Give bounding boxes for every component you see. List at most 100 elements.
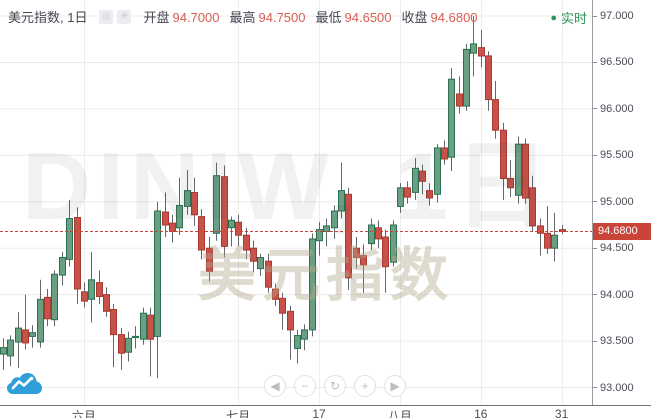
reset-view-button[interactable]: ↻ — [324, 375, 346, 397]
candle-down — [103, 294, 110, 312]
price-axis-label: 96.000 — [600, 102, 634, 115]
candle-down — [96, 282, 103, 298]
price-axis-tick — [593, 247, 597, 249]
pan-left-button[interactable]: ◀ — [264, 375, 286, 397]
candle-up — [323, 225, 330, 232]
candle-down — [250, 247, 257, 262]
price-axis-label: 95.500 — [600, 149, 634, 162]
candle-down — [441, 147, 448, 160]
candle-down — [74, 217, 81, 290]
realtime-label: 实时 — [560, 11, 587, 26]
time-axis-line[interactable] — [0, 405, 651, 406]
close-label: 收盘 — [401, 10, 428, 25]
candle-up — [412, 167, 419, 193]
candle-up — [154, 210, 161, 337]
candle-down — [426, 190, 433, 199]
price-axis-tick — [593, 387, 597, 388]
candle-up — [434, 147, 441, 195]
open-label: 开盘 — [143, 10, 170, 25]
candle-up — [257, 257, 264, 270]
candle-down — [500, 129, 507, 179]
candle-up — [184, 190, 191, 207]
candle-down — [191, 192, 198, 216]
chart-header: 美元指数, 1日 ◎ ✳ 开盘 94.7000 最高 94.7500 最低 94.65… — [8, 7, 488, 26]
pan-right-button[interactable]: ▶ — [384, 375, 406, 397]
symbol-title: 美元指数, 1日 — [8, 10, 88, 25]
zoom-in-button[interactable]: + — [354, 375, 376, 397]
candle-up — [15, 327, 22, 343]
candle-up — [132, 335, 139, 339]
candle-up — [140, 312, 147, 340]
candle-down — [529, 187, 536, 227]
time-axis-label: 七月 — [226, 409, 251, 418]
candle-down — [456, 93, 463, 107]
open-value: 94.7000 — [172, 10, 220, 25]
candle-down — [118, 334, 125, 354]
price-axis-label: 94.500 — [600, 242, 634, 255]
ohlc-readout: 开盘 94.7000 最高 94.7500 最低 94.6500 收盘 94.6800 — [143, 7, 487, 26]
candle-down — [375, 227, 382, 240]
price-axis-tick — [593, 15, 597, 17]
eye-icon[interactable]: ◎ — [99, 9, 114, 24]
candle-down — [522, 143, 529, 199]
realtime-status: ● 实时 — [550, 8, 587, 27]
candle-down — [81, 291, 88, 302]
candle-up — [397, 187, 404, 207]
cloud-chart-icon — [7, 373, 42, 394]
price-axis-tick — [593, 61, 597, 63]
candle-up — [551, 234, 558, 249]
candle-down — [162, 211, 169, 226]
time-axis-label: 17 — [312, 407, 326, 418]
candle-up — [228, 219, 235, 229]
gear-icon[interactable]: ✳ — [117, 9, 132, 24]
candle-up — [37, 298, 44, 343]
zoom-out-button[interactable]: − — [294, 375, 316, 397]
time-axis-label: 八月 — [387, 409, 412, 418]
candle-down — [360, 255, 367, 266]
candle-down — [485, 55, 492, 101]
last-price-badge: 94.6800 — [593, 223, 651, 240]
candle-down — [287, 310, 294, 331]
candle-down — [198, 216, 205, 251]
low-value: 94.6500 — [344, 10, 392, 25]
candle-up — [176, 205, 183, 229]
candle-up — [125, 337, 132, 353]
price-axis-tick — [593, 201, 597, 203]
price-axis-label: 97.000 — [600, 10, 634, 22]
time-axis-label: 31 — [554, 407, 569, 418]
candle-down — [419, 170, 426, 182]
price-axis-tick — [593, 108, 597, 110]
candle-down — [169, 222, 176, 233]
candle-up — [463, 48, 470, 107]
candle-up — [213, 175, 220, 234]
candle-down — [544, 232, 551, 249]
high-label: 最高 — [229, 10, 256, 25]
close-value: 94.6800 — [430, 10, 478, 25]
candle-up — [309, 238, 316, 331]
time-axis-label: 六月 — [71, 409, 96, 418]
price-axis-line[interactable] — [592, 0, 593, 406]
candle-down — [243, 234, 250, 251]
price-axis-label: 93.000 — [600, 381, 634, 394]
candle-down — [272, 288, 279, 300]
candle-down — [353, 247, 360, 258]
candle-up — [301, 329, 308, 340]
candle-up — [390, 224, 397, 263]
provider-logo[interactable] — [7, 371, 43, 402]
candle-up — [368, 224, 375, 245]
price-axis-label: 96.500 — [600, 56, 634, 69]
candle-up — [7, 339, 14, 357]
candle-up — [470, 43, 477, 54]
price-axis-tick — [593, 154, 597, 156]
candle-up — [51, 273, 58, 321]
candle-down — [492, 99, 499, 131]
candle-down — [345, 193, 352, 279]
price-axis-label: 94.000 — [600, 288, 634, 301]
candle-up — [59, 257, 66, 276]
high-value: 94.7500 — [258, 10, 306, 25]
chart-nav-controls: ◀ − ↻ + ▶ — [264, 375, 414, 397]
candle-down — [265, 260, 272, 288]
candle-up — [66, 218, 73, 260]
candle-down — [279, 297, 286, 314]
